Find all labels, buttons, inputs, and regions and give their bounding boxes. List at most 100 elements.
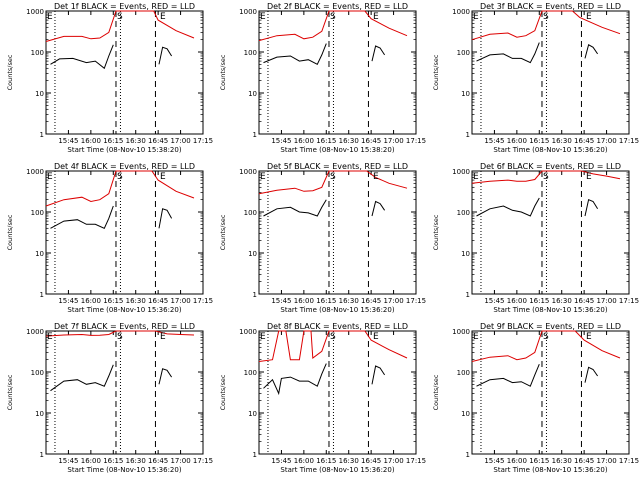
- x-tick-label: 16:15: [529, 297, 549, 305]
- x-tick-label: 16:30: [339, 457, 359, 465]
- segment-marker-s: S: [330, 332, 336, 342]
- x-tick-label: 15:45: [58, 297, 78, 305]
- lld-series-line: [471, 170, 621, 184]
- y-tick-label: 1: [466, 131, 470, 139]
- segment-marker-e: E: [586, 12, 592, 22]
- y-tick-label: 100: [244, 209, 257, 217]
- x-tick-label: 17:00: [596, 457, 616, 465]
- x-tick-label: 16:00: [507, 137, 527, 145]
- x-axis-label: Start Time (08-Nov-10 15:36:20): [67, 466, 181, 474]
- y-tick-label: 1: [253, 291, 257, 299]
- x-axis-label: Start Time (08-Nov-10 15:38:20): [280, 146, 394, 154]
- x-tick-label: 17:15: [619, 457, 639, 465]
- x-tick-label: 16:45: [361, 297, 381, 305]
- events-series-line: [371, 200, 386, 217]
- y-tick-label: 1000: [239, 328, 257, 336]
- x-tick-label: 16:45: [148, 137, 168, 145]
- detector-chart: Det 9f BLACK = Events, RED = LLD 1 10 100 10…: [432, 322, 639, 474]
- x-tick-label: 15:45: [271, 137, 291, 145]
- y-axis-label: Counts/sec: [6, 54, 14, 90]
- x-tick-label: 16:45: [574, 457, 594, 465]
- segment-marker-e: E: [373, 332, 379, 342]
- y-axis-label: Counts/sec: [219, 54, 227, 90]
- x-tick-label: 16:00: [294, 457, 314, 465]
- x-tick-label: 16:00: [81, 297, 101, 305]
- lld-series-line: [45, 10, 195, 42]
- x-axis-label: Start Time (08-Nov-10 15:36:20): [493, 146, 607, 154]
- y-tick-label: 100: [31, 49, 44, 57]
- detector-panel: Det 7f BLACK = Events, RED = LLD 1 10 100 10…: [0, 320, 213, 480]
- x-tick-label: 15:45: [271, 297, 291, 305]
- plot-frame: [471, 330, 630, 455]
- y-tick-label: 100: [457, 369, 470, 377]
- x-tick-label: 17:00: [383, 297, 403, 305]
- x-axis-label: Start Time (08-Nov-10 15:36:20): [493, 306, 607, 314]
- y-tick-label: 1: [253, 131, 257, 139]
- detector-panel: Det 6f BLACK = Events, RED = LLD 1 10 100 10…: [426, 160, 639, 320]
- x-tick-label: 16:15: [316, 297, 336, 305]
- x-axis-label: Start Time (08-Nov-10 15:38:20): [67, 146, 181, 154]
- x-tick-label: 16:30: [552, 137, 572, 145]
- y-tick-label: 100: [457, 209, 470, 217]
- x-tick-label: 16:00: [294, 137, 314, 145]
- x-tick-label: 16:15: [529, 137, 549, 145]
- segment-marker-e: E: [373, 172, 379, 182]
- y-tick-label: 10: [461, 410, 470, 418]
- x-tick-label: 16:00: [507, 297, 527, 305]
- y-tick-label: 1: [40, 451, 44, 459]
- events-series-line: [476, 42, 540, 64]
- segment-marker-e: E: [586, 172, 592, 182]
- x-tick-label: 15:45: [484, 137, 504, 145]
- x-tick-label: 16:00: [507, 457, 527, 465]
- y-tick-label: 1: [40, 131, 44, 139]
- detector-chart: Det 1f BLACK = Events, RED = LLD 1 10 100 10…: [6, 2, 213, 154]
- events-series-line: [584, 366, 599, 383]
- y-tick-label: 1000: [452, 8, 470, 16]
- y-tick-label: 1: [466, 291, 470, 299]
- y-axis-label: Counts/sec: [219, 214, 227, 250]
- segment-marker-s: S: [543, 172, 549, 182]
- y-axis-label: Counts/sec: [6, 374, 14, 410]
- chart-title: Det 2f BLACK = Events, RED = LLD: [267, 2, 408, 11]
- segment-marker-e: E: [586, 332, 592, 342]
- plot-frame: [471, 170, 630, 295]
- segment-marker-e: E: [260, 332, 266, 342]
- segment-marker-e: E: [47, 172, 53, 182]
- x-tick-label: 17:15: [406, 137, 426, 145]
- x-tick-label: 17:00: [170, 457, 190, 465]
- x-tick-label: 15:45: [271, 457, 291, 465]
- segment-marker-e: E: [160, 172, 166, 182]
- y-tick-label: 1000: [239, 168, 257, 176]
- lld-series-line: [258, 10, 408, 42]
- x-tick-label: 16:00: [81, 457, 101, 465]
- detector-panel: Det 5f BLACK = Events, RED = LLD 1 10 100 10…: [213, 160, 426, 320]
- plot-frame: [258, 330, 417, 455]
- x-tick-label: 17:00: [596, 137, 616, 145]
- detector-panel: Det 1f BLACK = Events, RED = LLD 1 10 100 10…: [0, 0, 213, 160]
- events-series-line: [50, 364, 114, 392]
- y-tick-label: 100: [244, 369, 257, 377]
- x-tick-label: 16:45: [148, 297, 168, 305]
- x-tick-label: 16:45: [574, 297, 594, 305]
- x-tick-label: 16:15: [103, 457, 123, 465]
- chart-title: Det 4f BLACK = Events, RED = LLD: [54, 162, 195, 171]
- x-tick-label: 17:15: [193, 457, 213, 465]
- segment-marker-s: S: [330, 172, 336, 182]
- x-tick-label: 16:30: [552, 297, 572, 305]
- x-tick-label: 16:00: [81, 137, 101, 145]
- x-tick-label: 16:30: [126, 137, 146, 145]
- detector-panel: Det 8f BLACK = Events, RED = LLD 1 10 100 10…: [213, 320, 426, 480]
- detector-chart: Det 4f BLACK = Events, RED = LLD 1 10 100 10…: [6, 162, 213, 314]
- segment-marker-e: E: [160, 12, 166, 22]
- events-series-line: [263, 199, 327, 217]
- segment-marker-e: E: [373, 12, 379, 22]
- events-series-line: [263, 363, 327, 396]
- x-tick-label: 17:15: [193, 297, 213, 305]
- lld-series-line: [471, 10, 621, 41]
- y-tick-label: 1000: [239, 8, 257, 16]
- x-tick-label: 16:15: [103, 297, 123, 305]
- x-tick-label: 16:15: [316, 137, 336, 145]
- lld-series-line: [471, 330, 621, 362]
- y-tick-label: 10: [461, 90, 470, 98]
